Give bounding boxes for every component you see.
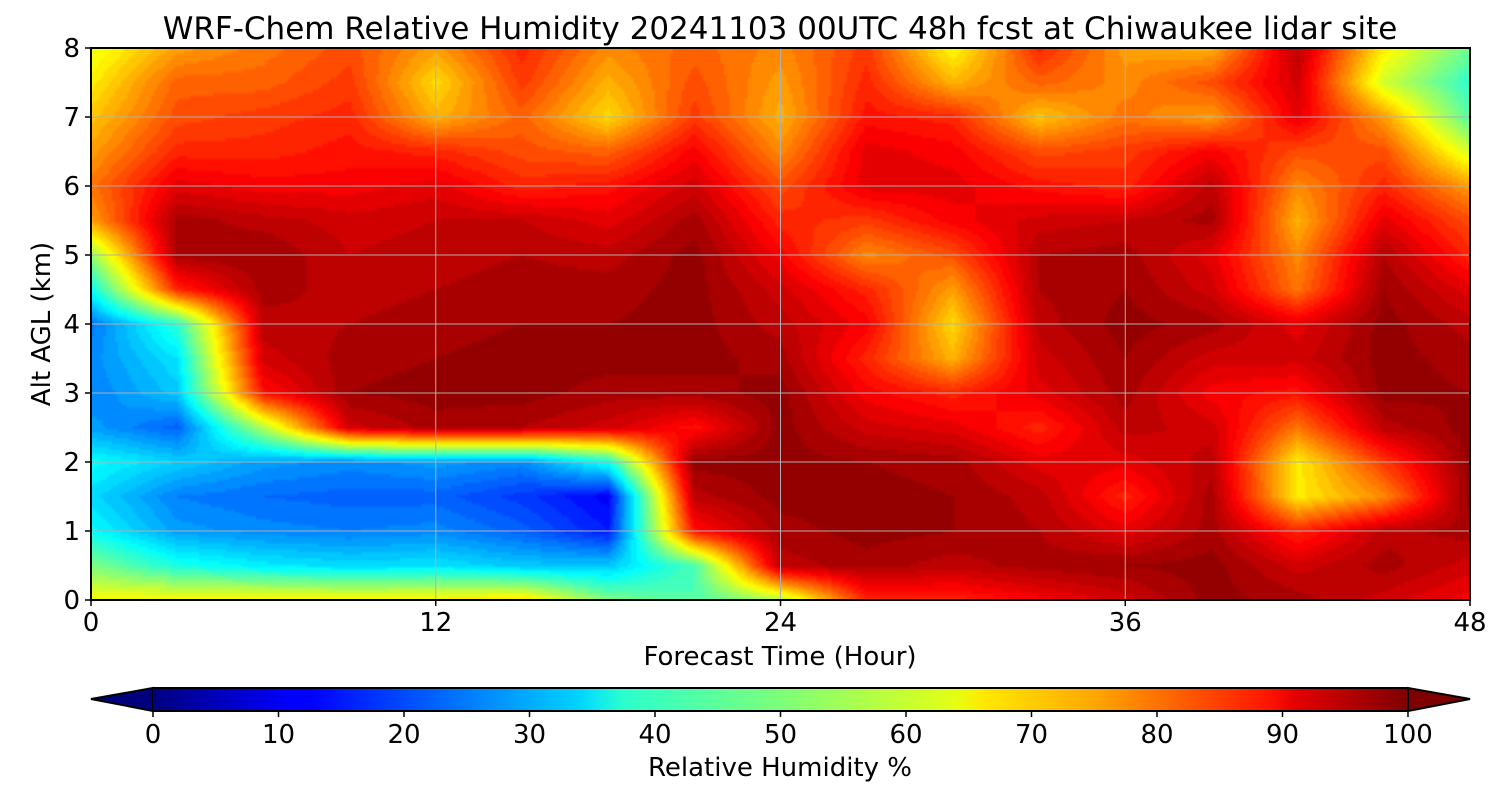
colorbar-tick-label: 90 bbox=[1266, 720, 1299, 750]
colorbar-tick-label: 70 bbox=[1015, 720, 1048, 750]
y-tick-label: 6 bbox=[63, 172, 80, 202]
colorbar-tick-label: 0 bbox=[145, 720, 162, 750]
colorbar-tick-label: 60 bbox=[889, 720, 922, 750]
x-tick-label: 12 bbox=[419, 608, 452, 638]
x-tick-label: 0 bbox=[83, 608, 100, 638]
colorbar-tick-label: 80 bbox=[1140, 720, 1173, 750]
colorbar-tick-label: 50 bbox=[764, 720, 797, 750]
colorbar-ticks: 0 10 20 30 40 50 60 70 80 90 100 bbox=[145, 711, 1433, 750]
y-tick-label: 8 bbox=[63, 34, 80, 64]
grid-lines bbox=[91, 48, 1470, 600]
colorbar-extend-high bbox=[1407, 686, 1471, 713]
y-tick-label: 4 bbox=[63, 310, 80, 340]
colorbar-tick-label: 40 bbox=[638, 720, 671, 750]
colorbar-extend-low bbox=[90, 686, 154, 713]
chart-title: WRF-Chem Relative Humidity 20241103 00UT… bbox=[163, 11, 1398, 47]
y-tick-label: 2 bbox=[63, 448, 80, 478]
colorbar-tick-label: 20 bbox=[387, 720, 420, 750]
colorbar-tick-label: 100 bbox=[1383, 720, 1433, 750]
x-tick-label: 36 bbox=[1109, 608, 1142, 638]
y-tick-label: 0 bbox=[63, 586, 80, 616]
colorbar-tick-label: 30 bbox=[513, 720, 546, 750]
x-axis-ticks: 0 12 24 36 48 bbox=[83, 600, 1487, 638]
y-tick-label: 1 bbox=[63, 517, 80, 547]
colorbar-tick-label: 10 bbox=[262, 720, 295, 750]
y-axis-ticks: 0 1 2 3 4 5 6 7 8 bbox=[63, 34, 91, 616]
y-tick-label: 7 bbox=[63, 103, 80, 133]
colorbar-gradient bbox=[153, 688, 1408, 711]
x-tick-label: 48 bbox=[1453, 608, 1486, 638]
x-axis-label: Forecast Time (Hour) bbox=[643, 642, 916, 672]
colorbar-label: Relative Humidity % bbox=[648, 753, 912, 783]
y-axis-label: Alt AGL (km) bbox=[27, 242, 57, 406]
x-tick-label: 24 bbox=[764, 608, 797, 638]
colorbar: 0 10 20 30 40 50 60 70 80 90 100 bbox=[90, 686, 1471, 750]
y-tick-label: 3 bbox=[63, 379, 80, 409]
y-tick-label: 5 bbox=[63, 241, 80, 271]
